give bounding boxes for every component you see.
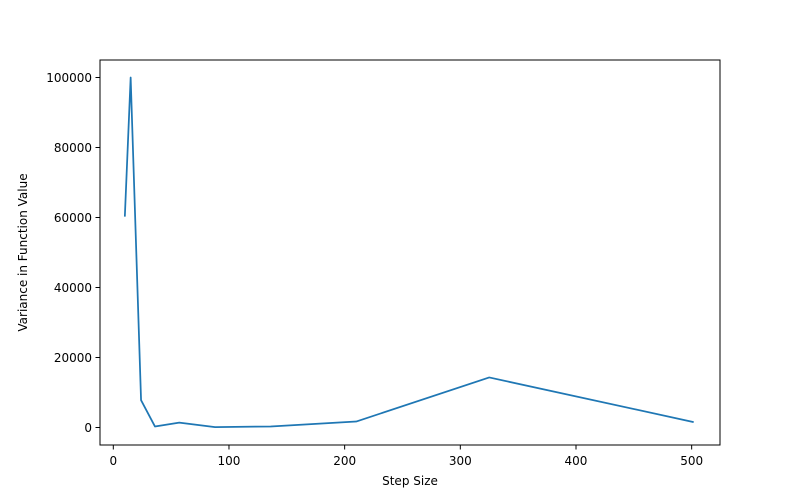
x-tick-label: 200	[333, 454, 356, 468]
y-tick-label: 20000	[54, 351, 92, 365]
x-tick-label: 0	[109, 454, 117, 468]
x-tick-label: 100	[218, 454, 241, 468]
y-tick-label: 100000	[46, 71, 92, 85]
x-tick-label: 400	[565, 454, 588, 468]
y-tick-label: 80000	[54, 141, 92, 155]
y-tick-label: 0	[84, 421, 92, 435]
x-axis-label: Step Size	[382, 474, 438, 488]
y-tick-label: 40000	[54, 281, 92, 295]
x-tick-label: 500	[680, 454, 703, 468]
y-tick-label: 60000	[54, 211, 92, 225]
x-tick-label: 300	[449, 454, 472, 468]
y-axis-label: Variance in Function Value	[16, 173, 30, 331]
